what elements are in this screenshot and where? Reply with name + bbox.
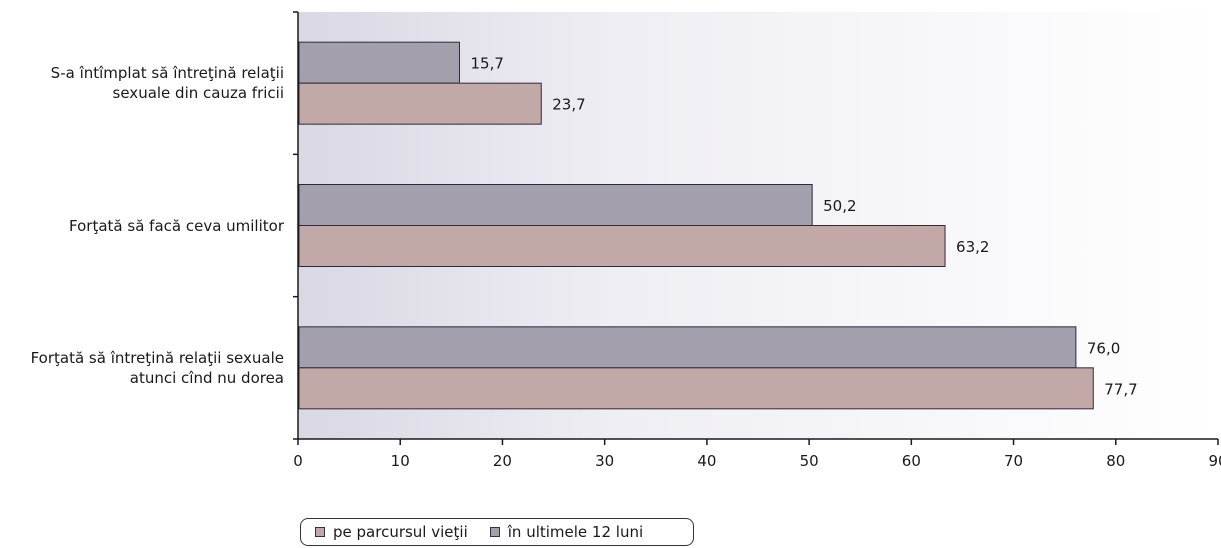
data-label-series0-cat0: 15,7 [470,55,503,73]
x-tick-label-8: 80 [1106,452,1125,470]
legend-item-lifetime: pe parcursul vieţii [315,523,468,541]
data-label-series1-cat0: 23,7 [552,96,585,114]
x-tick-label-6: 60 [902,452,921,470]
x-tick-label-2: 20 [493,452,512,470]
bars-group: 15,7 23,7 50,2 63,2 76,0 77,7 [298,41,1138,410]
x-tick-label-7: 70 [1004,452,1023,470]
axes-group: 0 10 20 30 40 50 60 70 80 90 [293,11,1221,470]
x-tick-label-0: 0 [293,452,303,470]
bar-series0-cat2 [298,326,1077,369]
bar-series0-cat0 [298,41,460,84]
x-tick-label-9: 90 [1208,452,1221,470]
bar-series1-cat1 [298,225,946,267]
data-label-series0-cat2: 76,0 [1087,339,1120,357]
legend-label-last-12-months: în ultimele 12 luni [507,523,644,541]
x-tick-label-3: 30 [595,452,614,470]
category-label-2: Forţată să întreţină relaţii sexuale atu… [30,348,284,387]
legend-label-lifetime: pe parcursul vieţii [333,523,468,541]
bar-series1-cat2 [298,367,1094,410]
x-tick-label-1: 10 [391,452,410,470]
legend-swatch-lifetime [315,527,325,537]
x-tick-label-5: 50 [800,452,819,470]
category-label-0: S-a întîmplat să întreţină relaţii sexua… [50,64,284,103]
legend-item-last-12-months: în ultimele 12 luni [489,523,644,541]
x-tick-label-4: 40 [697,452,716,470]
bar-series1-cat0 [298,82,542,125]
data-label-series0-cat1: 50,2 [823,197,856,215]
category-label-1: Forţată să facă ceva umilitor [69,216,284,235]
legend: pe parcursul vieţii în ultimele 12 luni [300,518,694,546]
bar-series0-cat1 [298,184,813,226]
data-label-series1-cat1: 63,2 [956,238,989,256]
legend-swatch-last-12-months [489,527,500,537]
data-label-series1-cat2: 77,7 [1104,380,1137,398]
